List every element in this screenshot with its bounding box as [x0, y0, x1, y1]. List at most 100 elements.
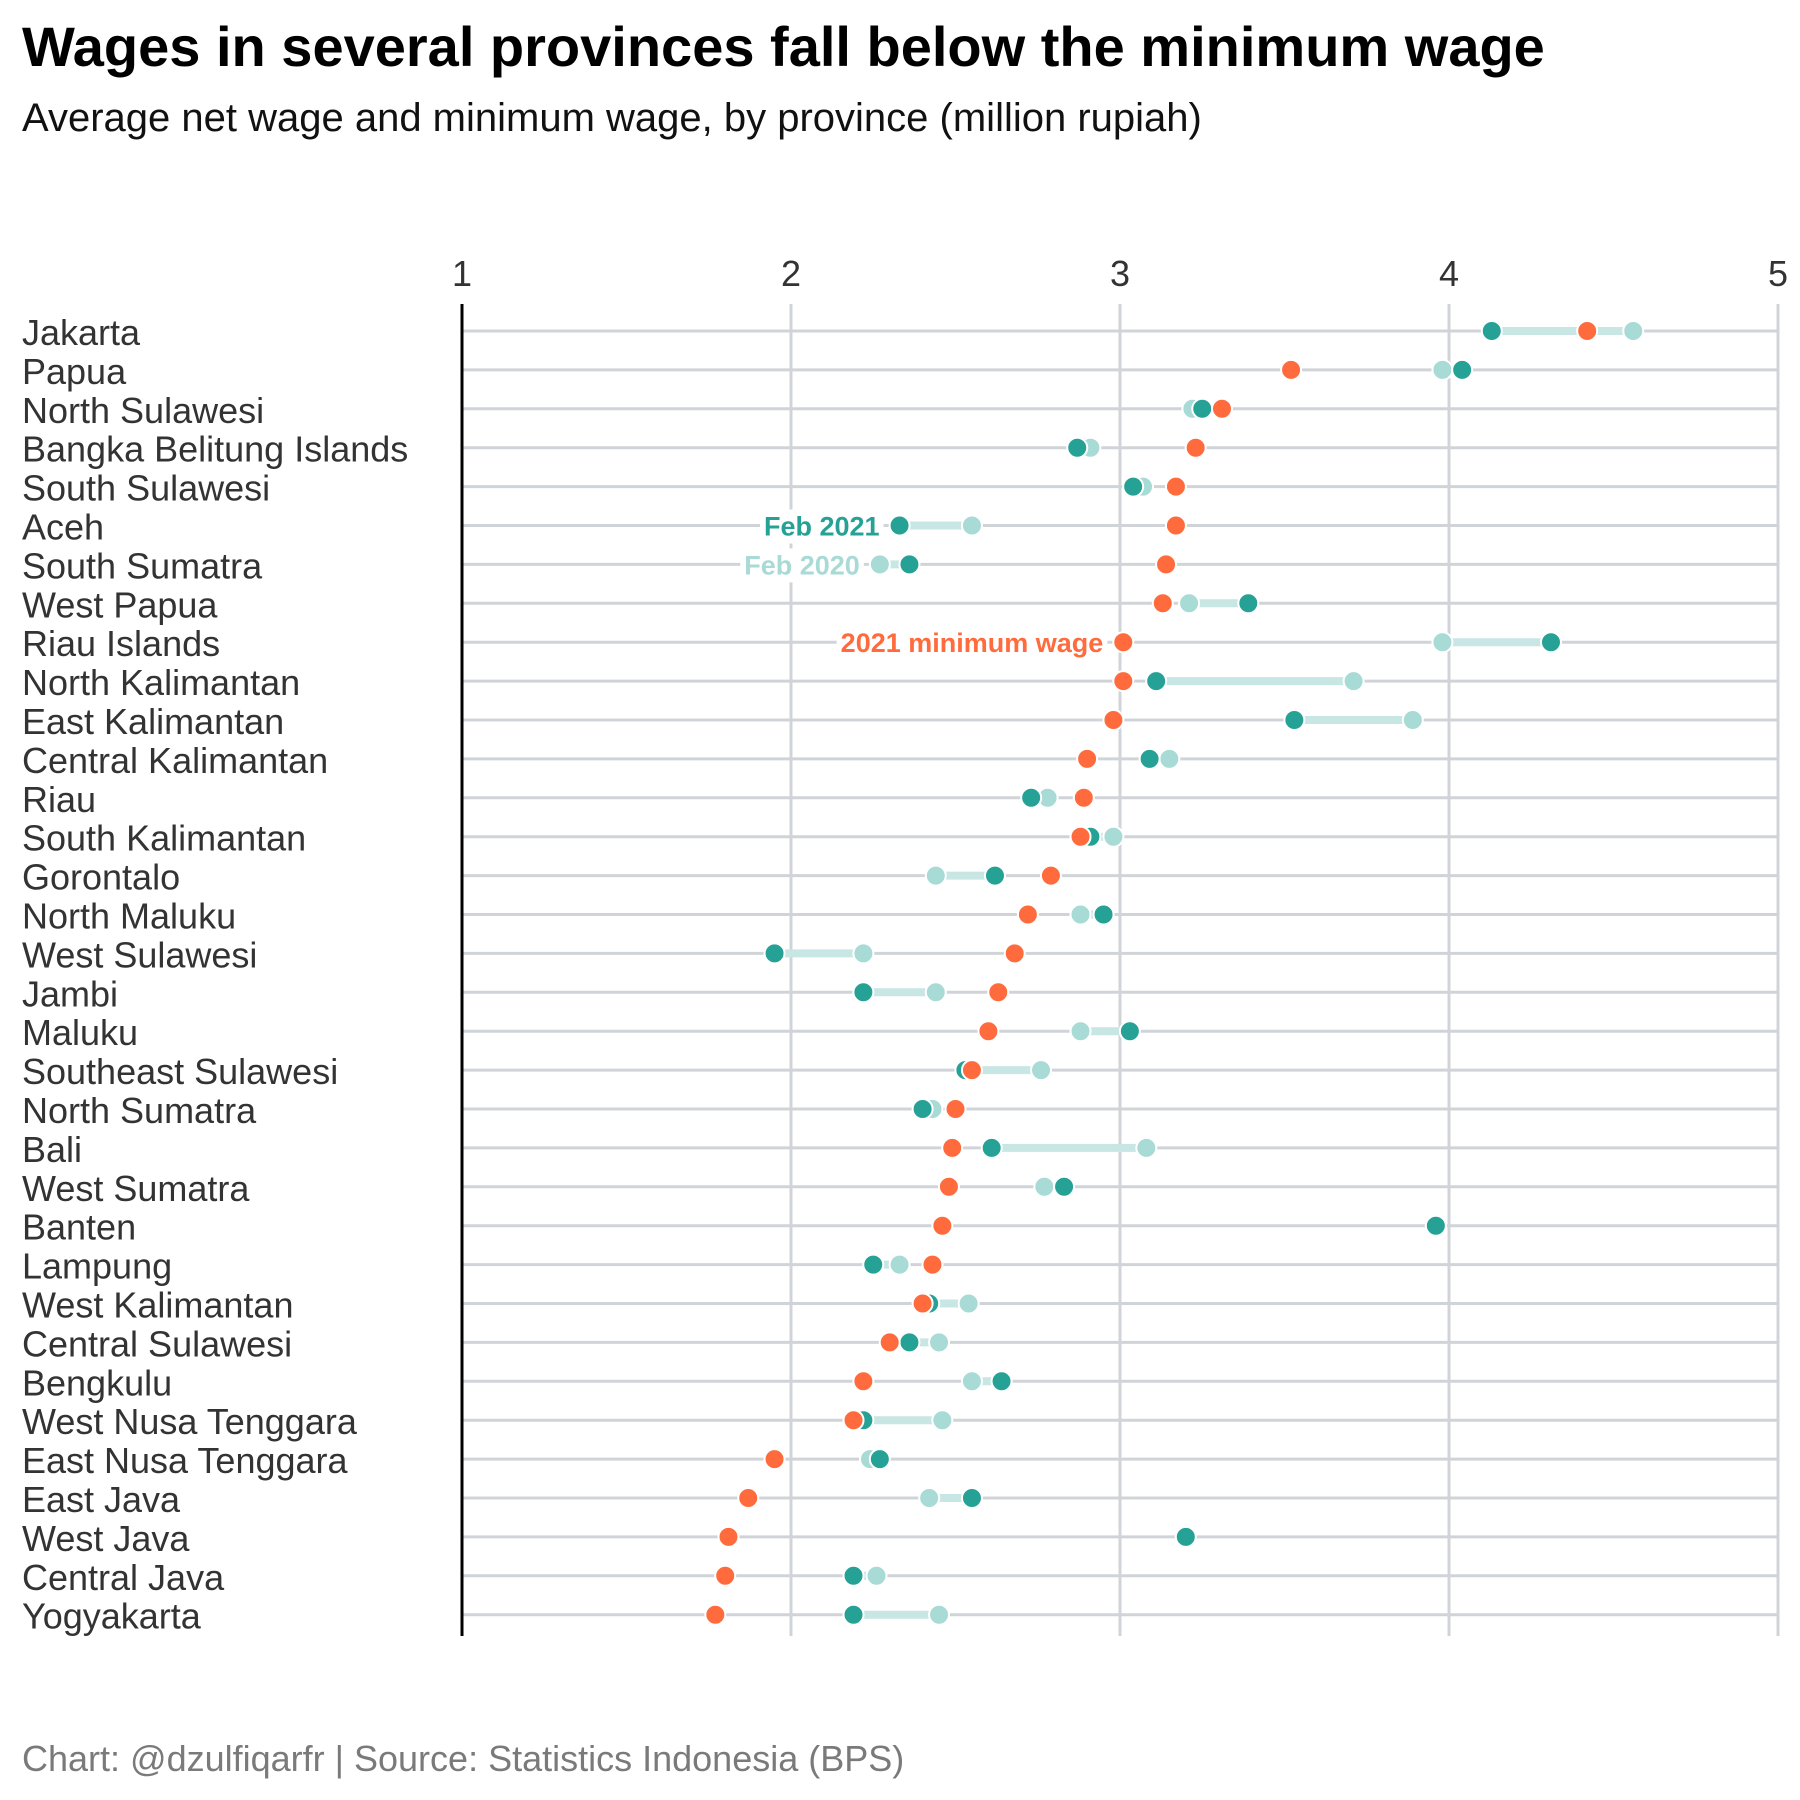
point-feb2021: [983, 864, 1006, 887]
category-label: South Kalimantan: [22, 818, 306, 859]
point-minimum-wage: [941, 1136, 964, 1159]
annotation-minimum-wage: 2021 minimum wage: [841, 628, 1104, 658]
point-feb2020: [1178, 592, 1201, 615]
point-feb2021: [842, 1603, 865, 1626]
category-label: West Java: [22, 1518, 190, 1559]
x-tick-label: 3: [1110, 253, 1130, 294]
point-feb2020: [960, 1370, 983, 1393]
point-minimum-wage: [717, 1525, 740, 1548]
category-label: East Kalimantan: [22, 701, 284, 742]
point-feb2021: [960, 1487, 983, 1509]
category-label: North Sulawesi: [22, 390, 264, 431]
point-minimum-wage: [737, 1487, 760, 1509]
annotation-feb2020-background: [740, 548, 864, 583]
point-minimum-wage: [1164, 475, 1187, 498]
category-label: Gorontalo: [22, 857, 180, 898]
point-minimum-wage: [704, 1603, 727, 1626]
point-feb2021: [1480, 320, 1503, 342]
point-minimum-wage: [1184, 436, 1207, 459]
point-minimum-wage: [987, 981, 1010, 1004]
point-feb2020: [928, 1331, 951, 1354]
category-label: West Kalimantan: [22, 1285, 293, 1326]
point-minimum-wage: [1039, 864, 1062, 887]
category-label: Banten: [22, 1207, 136, 1248]
point-feb2021: [1451, 358, 1474, 381]
point-minimum-wage: [921, 1253, 944, 1276]
x-tick-label: 1: [452, 253, 472, 294]
point-minimum-wage: [937, 1175, 960, 1198]
point-feb2020: [918, 1487, 941, 1509]
category-label: Yogyakarta: [22, 1596, 202, 1637]
annotation-feb2021-background: [759, 509, 884, 544]
point-minimum-wage: [1210, 397, 1233, 420]
point-minimum-wage: [1151, 592, 1174, 615]
x-tick-label: 2: [781, 253, 801, 294]
point-feb2021: [862, 1253, 885, 1276]
point-minimum-wage: [931, 1214, 954, 1237]
point-feb2021: [898, 553, 921, 576]
point-feb2021: [1020, 786, 1043, 809]
point-feb2021: [1066, 436, 1089, 459]
category-label: Bengkulu: [22, 1362, 172, 1403]
point-feb2021: [1053, 1175, 1076, 1198]
point-feb2021: [911, 1098, 934, 1120]
point-feb2021: [1283, 709, 1306, 731]
point-minimum-wage: [1164, 514, 1187, 537]
category-label: Aceh: [22, 507, 104, 548]
category-label: North Kalimantan: [22, 662, 300, 703]
chart-caption: Chart: @dzulfiqarfr | Source: Statistics…: [22, 1738, 905, 1779]
point-feb2020: [1069, 903, 1092, 926]
category-label: West Sumatra: [22, 1168, 250, 1209]
point-feb2020: [1431, 631, 1454, 654]
point-minimum-wage: [763, 1448, 786, 1471]
point-feb2020: [868, 553, 891, 576]
annotation-feb2020: Feb 2020: [744, 550, 860, 580]
point-minimum-wage: [1112, 670, 1135, 693]
point-minimum-wage: [842, 1409, 865, 1432]
category-label: North Sumatra: [22, 1090, 257, 1131]
category-label: Southeast Sulawesi: [22, 1051, 338, 1092]
point-minimum-wage: [1072, 786, 1095, 809]
annotation-minimum-wage-background: [836, 626, 1108, 661]
point-feb2020: [924, 864, 947, 887]
point-feb2020: [1033, 1175, 1056, 1198]
category-label: South Sumatra: [22, 545, 263, 586]
point-feb2021: [980, 1136, 1003, 1159]
category-label: Jambi: [22, 973, 118, 1014]
category-label: West Sulawesi: [22, 934, 257, 975]
point-minimum-wage: [911, 1292, 934, 1315]
point-minimum-wage: [1280, 358, 1303, 381]
point-feb2021: [1191, 397, 1214, 420]
chart-title: Wages in several provinces fall below th…: [22, 15, 1545, 78]
point-feb2020: [1622, 320, 1645, 342]
point-feb2020: [852, 942, 875, 965]
point-feb2021: [842, 1564, 865, 1587]
annotation-feb2021: Feb 2021: [764, 512, 880, 542]
point-minimum-wage: [1069, 825, 1092, 848]
category-label: Papua: [22, 351, 127, 392]
point-feb2021: [1237, 592, 1260, 615]
point-minimum-wage: [714, 1564, 737, 1587]
point-minimum-wage: [1003, 942, 1026, 965]
point-minimum-wage: [1576, 320, 1599, 342]
point-feb2020: [888, 1253, 911, 1276]
category-label: Riau: [22, 779, 96, 820]
x-tick-label: 4: [1439, 253, 1459, 294]
point-feb2020: [1158, 747, 1181, 770]
point-feb2021: [1122, 475, 1145, 498]
category-label: East Nusa Tenggara: [22, 1440, 349, 1481]
point-minimum-wage: [1155, 553, 1178, 576]
category-label: West Papua: [22, 584, 218, 625]
point-feb2020: [1431, 358, 1454, 381]
category-label: Central Kalimantan: [22, 740, 328, 781]
point-feb2020: [865, 1564, 888, 1587]
point-minimum-wage: [878, 1331, 901, 1354]
point-feb2020: [957, 1292, 980, 1315]
category-label: West Nusa Tenggara: [22, 1401, 358, 1442]
point-minimum-wage: [852, 1370, 875, 1393]
chart-subtitle: Average net wage and minimum wage, by pr…: [22, 96, 1202, 140]
point-feb2021: [1118, 1020, 1141, 1043]
category-label: North Maluku: [22, 896, 236, 937]
category-label: Jakarta: [22, 312, 141, 353]
